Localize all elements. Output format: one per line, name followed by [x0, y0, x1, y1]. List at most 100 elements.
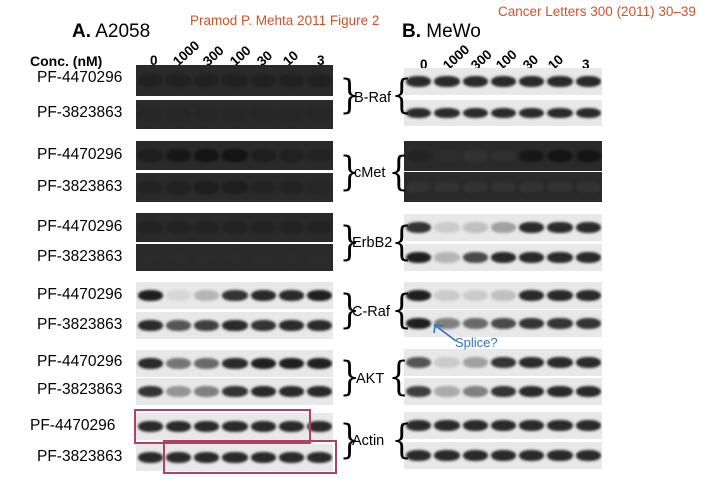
blot-a-akt-2 — [136, 378, 333, 405]
blot-a-braf-1 — [136, 65, 333, 96]
splice-label: Splice? — [455, 335, 498, 350]
blot-band — [547, 149, 573, 163]
blot-band — [138, 385, 164, 398]
row-label-braf-1: PF-4470296 — [37, 69, 123, 86]
blot-band — [138, 149, 164, 162]
blot-band — [278, 221, 304, 234]
conc-a-0: 0 — [150, 53, 158, 68]
blot-band — [306, 385, 332, 398]
blot-a-cmet-1 — [136, 141, 333, 170]
brace-actin-left: } — [339, 417, 360, 463]
blot-band — [278, 181, 304, 194]
conc-b-0: 0 — [420, 57, 428, 72]
blot-a-erbb2-2 — [136, 244, 333, 271]
blot-band — [278, 108, 304, 121]
blot-band — [278, 319, 304, 332]
blot-band — [306, 420, 332, 433]
blot-band — [575, 289, 601, 302]
blot-band — [547, 419, 573, 432]
blot-band — [490, 289, 517, 302]
blot-band — [434, 149, 460, 163]
brace-erbb2-right: { — [391, 219, 412, 265]
blot-band — [519, 149, 545, 163]
blot-a-braf-2 — [136, 100, 333, 129]
row-label-braf-2: PF-3823863 — [37, 104, 123, 121]
blot-band — [278, 251, 304, 264]
blot-band — [194, 420, 220, 433]
conc-a-6: 3 — [317, 53, 325, 68]
blot-band — [138, 420, 164, 433]
blot-band — [278, 73, 304, 87]
blot-band — [406, 356, 432, 369]
blot-band — [575, 149, 601, 163]
row-label-actin-2: PF-3823863 — [37, 448, 123, 465]
blot-band — [250, 289, 276, 302]
blot-band — [194, 451, 220, 464]
blot-band — [519, 180, 545, 194]
blot-band — [462, 449, 488, 462]
blot-band — [406, 289, 432, 302]
blot-band — [306, 251, 332, 264]
blot-band — [575, 419, 601, 432]
blot-band — [138, 451, 164, 464]
blot-band — [194, 221, 220, 234]
blot-band — [138, 73, 164, 87]
blot-band — [547, 251, 573, 264]
blot-band — [166, 451, 192, 464]
blot-band — [306, 181, 332, 194]
blot-band — [138, 251, 164, 264]
blot-band — [406, 385, 432, 398]
blot-band — [490, 317, 517, 330]
row-label-cmet-2: PF-3823863 — [37, 178, 123, 195]
blot-band — [222, 319, 248, 332]
row-label-cmet-1: PF-4470296 — [37, 146, 123, 163]
blot-band — [250, 319, 276, 332]
blot-band — [406, 221, 432, 234]
conc-axis-label: Conc. (nM) — [30, 53, 103, 69]
blot-band — [406, 75, 432, 88]
blot-band — [250, 73, 276, 87]
protein-label-braf: B-Raf — [354, 90, 392, 106]
blot-band — [306, 221, 332, 234]
blot-band — [406, 180, 432, 194]
brace-erbb2-left: } — [339, 219, 360, 265]
blot-b-cmet-1 — [404, 141, 602, 171]
blot-a-craf-1 — [136, 282, 333, 309]
row-label-erbb2-1: PF-4470296 — [37, 218, 123, 235]
blot-band — [434, 449, 460, 462]
brace-akt-left: } — [339, 354, 360, 400]
blot-band — [575, 251, 601, 264]
blot-band — [406, 149, 432, 163]
citation-annotation: Cancer Letters 300 (2011) 30–39 — [498, 4, 696, 19]
blot-band — [166, 289, 192, 302]
blot-band — [278, 451, 304, 464]
blot-band — [138, 221, 164, 234]
blot-band — [138, 289, 164, 302]
brace-craf-left: } — [339, 287, 360, 333]
blot-band — [406, 449, 432, 462]
blot-band — [575, 107, 601, 119]
blot-band — [575, 449, 601, 462]
blot-band — [194, 289, 220, 302]
blot-band — [490, 75, 517, 88]
blot-band — [490, 107, 517, 119]
blot-band — [434, 419, 460, 432]
blot-band — [406, 419, 432, 432]
row-label-akt-1: PF-4470296 — [37, 353, 123, 370]
blot-a-actin-1 — [136, 413, 333, 440]
blot-band — [222, 420, 248, 433]
blot-band — [547, 180, 573, 194]
brace-cmet-left: } — [339, 149, 360, 195]
protein-label-akt: AKT — [356, 371, 385, 387]
blot-band — [166, 149, 192, 162]
blot-band — [434, 251, 460, 264]
blot-band — [306, 451, 332, 464]
blot-band — [547, 356, 573, 369]
blot-band — [547, 385, 573, 398]
blot-b-akt-2 — [404, 378, 602, 405]
blot-band — [519, 385, 545, 398]
blot-band — [166, 73, 192, 87]
blot-band — [138, 319, 164, 332]
blot-a-erbb2-1 — [136, 213, 333, 242]
row-label-erbb2-2: PF-3823863 — [37, 248, 123, 265]
